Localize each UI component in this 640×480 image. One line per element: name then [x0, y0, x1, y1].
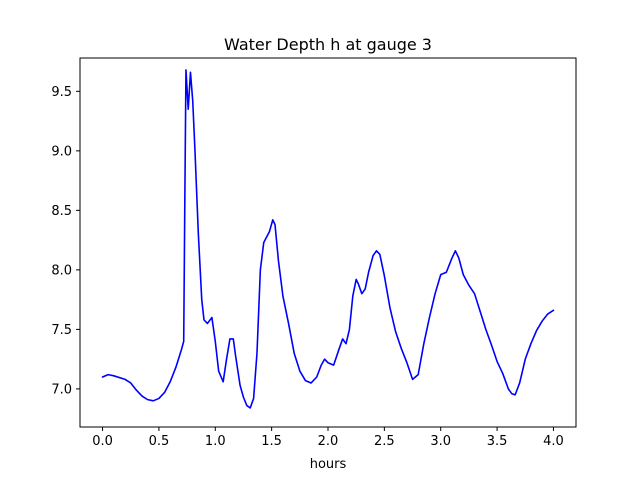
- y-tick-label: 7.5: [51, 323, 72, 338]
- x-tick-label: 4.0: [543, 434, 564, 449]
- x-axis-label: hours: [310, 457, 347, 472]
- y-tick-label: 9.0: [51, 144, 72, 159]
- x-tick-label: 3.0: [430, 434, 451, 449]
- x-tick-label: 2.5: [374, 434, 395, 449]
- x-tick-label: 0.5: [149, 434, 170, 449]
- y-tick-label: 7.0: [51, 382, 72, 397]
- x-tick-label: 3.5: [487, 434, 508, 449]
- series-line-0: [101, 69, 555, 409]
- x-tick-label: 1.0: [205, 434, 226, 449]
- x-tick-label: 2.0: [318, 434, 339, 449]
- x-tick-label: 1.5: [261, 434, 282, 449]
- y-tick-label: 8.5: [51, 204, 72, 219]
- x-tick-label: 0.0: [92, 434, 113, 449]
- y-tick-label: 8.0: [51, 263, 72, 278]
- y-tick-label: 9.5: [51, 85, 72, 100]
- plot-area: 0.0 0.5 1.0 1.5 2.0 2.5 3.0 3.5 4.0 7.0 7.5 8.0 8.5 9…: [51, 57, 577, 449]
- chart-title: Water Depth h at gauge 3: [224, 35, 432, 54]
